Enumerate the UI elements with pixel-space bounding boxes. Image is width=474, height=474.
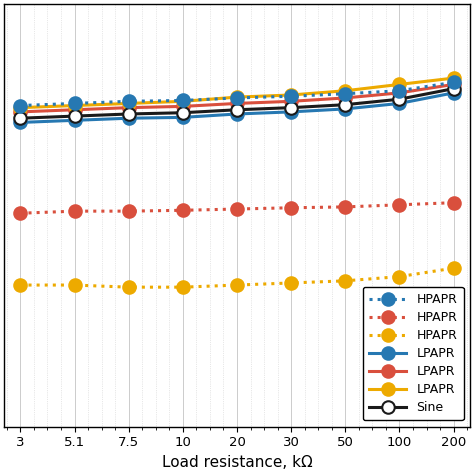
- X-axis label: Load resistance, kΩ: Load resistance, kΩ: [162, 455, 312, 470]
- Legend: HPAPR, HPAPR, HPAPR, LPAPR, LPAPR, LPAPR, Sine: HPAPR, HPAPR, HPAPR, LPAPR, LPAPR, LPAPR…: [363, 287, 464, 420]
